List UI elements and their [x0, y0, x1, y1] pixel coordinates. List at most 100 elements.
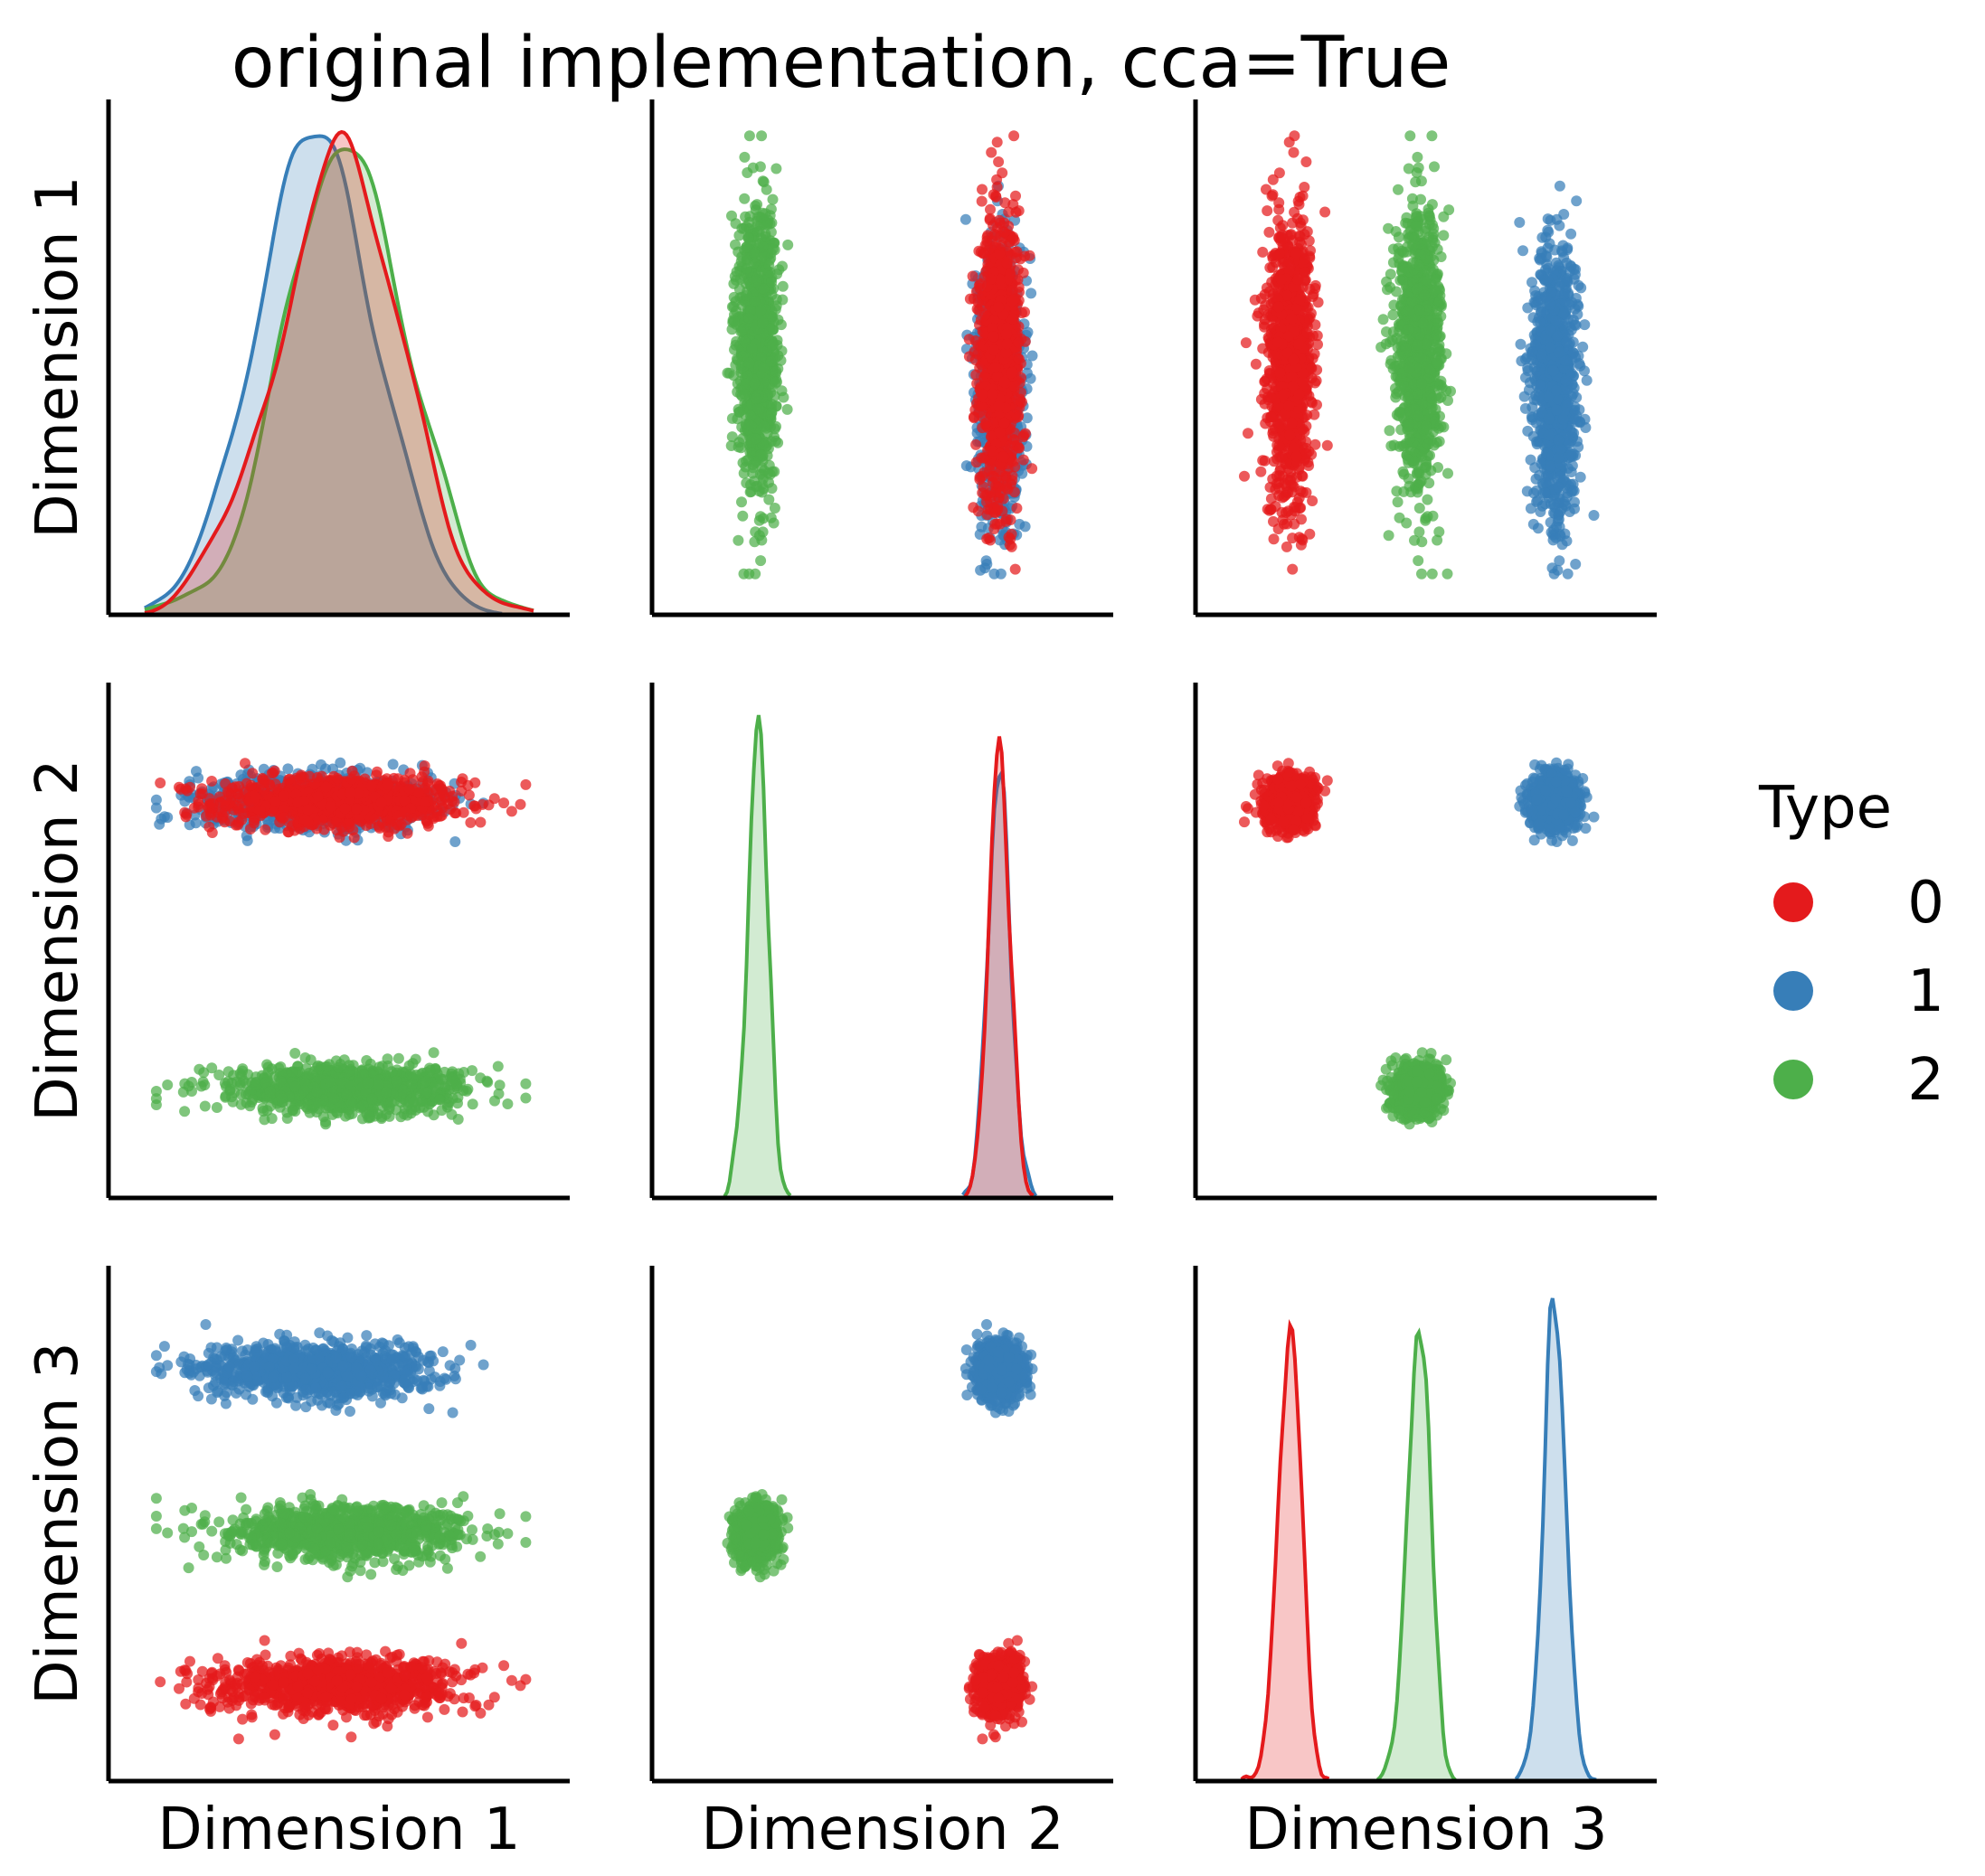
point [755, 511, 766, 523]
point [970, 438, 982, 450]
point [1414, 476, 1425, 488]
point [1442, 467, 1453, 479]
point [959, 213, 971, 225]
point [1569, 413, 1581, 425]
point [979, 309, 990, 321]
point [992, 501, 1004, 512]
point [1561, 336, 1573, 348]
point [1387, 309, 1399, 321]
point [1521, 485, 1533, 497]
point [1418, 248, 1430, 259]
point [1433, 526, 1445, 538]
point [742, 232, 754, 244]
point [741, 263, 752, 274]
point [1554, 180, 1565, 192]
point [1566, 460, 1578, 472]
point [1525, 454, 1536, 466]
point [994, 214, 1005, 226]
point [769, 503, 780, 514]
point [977, 248, 988, 259]
point [1545, 460, 1556, 472]
point [1522, 302, 1534, 314]
point [969, 411, 979, 422]
point [770, 163, 782, 174]
point [1423, 477, 1435, 489]
point [984, 465, 996, 476]
point [1518, 391, 1530, 402]
point [749, 378, 761, 390]
point [997, 167, 1008, 179]
point [1433, 436, 1445, 448]
point [1026, 350, 1038, 362]
point [991, 518, 1003, 530]
point [1541, 251, 1553, 263]
point [1009, 563, 1021, 575]
point [1000, 482, 1012, 494]
point [733, 441, 744, 453]
point [1413, 304, 1425, 316]
point [1551, 521, 1563, 533]
point [1381, 326, 1392, 337]
point [1011, 246, 1023, 258]
point [1430, 403, 1441, 415]
point [761, 184, 772, 195]
point [1561, 535, 1573, 547]
point [967, 270, 978, 282]
point [1548, 499, 1560, 511]
point [750, 433, 761, 445]
point [1552, 331, 1564, 342]
point [1013, 336, 1025, 348]
point [743, 357, 755, 369]
point [742, 167, 753, 178]
point [1572, 308, 1583, 320]
pairplot-panels [106, 99, 1657, 1784]
point [739, 151, 751, 163]
point [1413, 555, 1424, 567]
point [782, 239, 794, 250]
point [1438, 211, 1450, 222]
point [1571, 195, 1583, 207]
point [735, 326, 747, 337]
point [1391, 485, 1403, 497]
point [743, 420, 755, 431]
point [757, 317, 769, 329]
point [1565, 448, 1577, 460]
point [1413, 410, 1424, 422]
point [1393, 184, 1404, 195]
point [982, 230, 994, 241]
point [763, 476, 774, 488]
point [985, 203, 996, 215]
point [1536, 306, 1546, 317]
point [1011, 503, 1023, 514]
point [773, 264, 785, 276]
point [986, 146, 997, 158]
point [1540, 477, 1552, 488]
point [741, 477, 752, 489]
point [994, 427, 1006, 438]
point [1558, 251, 1570, 263]
point [985, 486, 997, 498]
point [1527, 345, 1538, 357]
point [983, 533, 995, 544]
point [1000, 328, 1012, 340]
point [1004, 440, 1016, 452]
point [736, 496, 747, 508]
point [1559, 499, 1571, 510]
point [741, 221, 751, 232]
point [746, 343, 758, 354]
scatter-series-2 [1375, 130, 1456, 580]
point [990, 192, 1002, 203]
point [730, 239, 741, 250]
point [1570, 319, 1582, 331]
point [763, 259, 775, 271]
panel-1-1 [106, 99, 570, 617]
point [1568, 485, 1580, 496]
point [756, 130, 768, 142]
point [960, 460, 972, 472]
scatter-series-1 [1514, 180, 1600, 580]
point [1431, 329, 1442, 341]
point [993, 301, 1005, 313]
point [1412, 151, 1423, 163]
point [1392, 496, 1404, 508]
point [991, 137, 1003, 148]
